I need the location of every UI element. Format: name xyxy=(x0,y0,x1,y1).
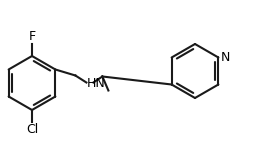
Text: HN: HN xyxy=(87,77,106,89)
Text: F: F xyxy=(28,30,36,43)
Text: Cl: Cl xyxy=(26,123,38,136)
Text: N: N xyxy=(220,51,230,64)
